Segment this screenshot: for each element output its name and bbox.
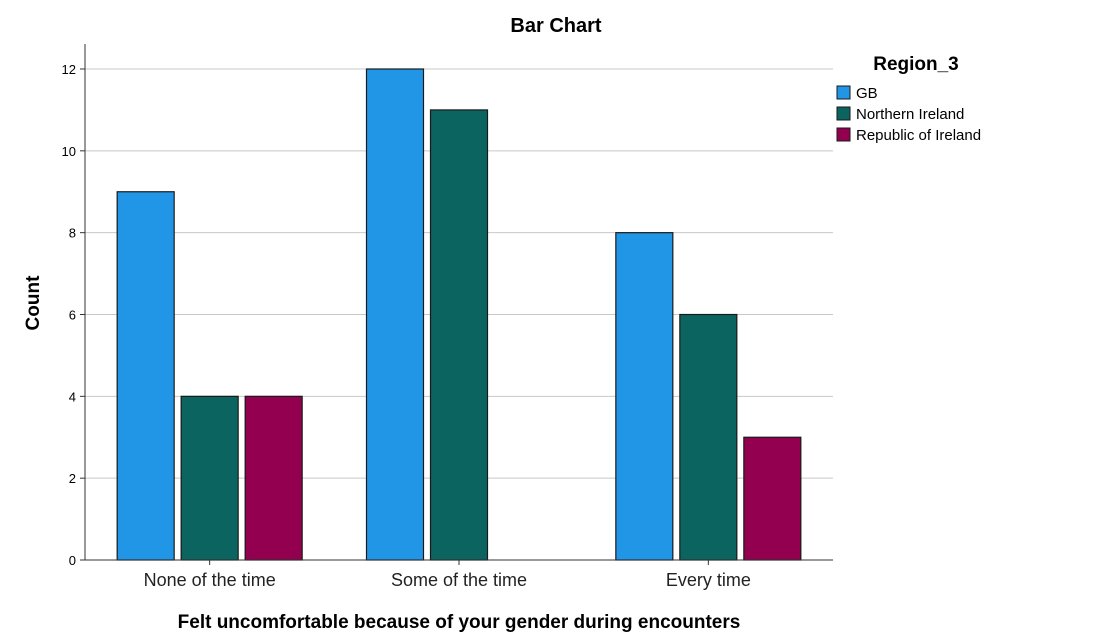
chart-title: Bar Chart — [510, 15, 601, 37]
y-tick-labels: 0 2 4 6 8 10 12 — [62, 62, 85, 568]
y-tick-label: 12 — [62, 62, 76, 77]
bar-gb — [615, 232, 674, 561]
bar-republic-of-ireland — [743, 436, 802, 561]
y-tick-label: 0 — [69, 553, 76, 568]
legend-label: Republic of Ireland — [856, 127, 981, 144]
legend-swatch — [836, 127, 851, 142]
legend-swatch — [836, 85, 851, 100]
legend-label: GB — [856, 85, 878, 102]
legend-label: Northern Ireland — [856, 106, 964, 123]
bar-northern-ireland — [180, 395, 239, 561]
bar-gb — [365, 68, 425, 561]
x-axis-label: Felt uncomfortable because of your gende… — [178, 612, 741, 633]
y-tick-label: 6 — [69, 308, 76, 323]
y-axis-label: Count — [23, 275, 44, 331]
y-tick-label: 4 — [69, 389, 76, 404]
bar-gb — [116, 191, 175, 561]
bars — [116, 68, 802, 561]
x-tick-label: None of the time — [144, 570, 276, 590]
x-tick-label: Some of the time — [391, 570, 527, 590]
x-tick-labels: None of the time Some of the time Every ti… — [144, 560, 751, 590]
y-tick-label: 8 — [69, 226, 76, 241]
legend-title: Region_3 — [873, 54, 959, 75]
bar-republic-of-ireland — [244, 395, 303, 561]
bar-northern-ireland — [679, 313, 738, 561]
bar-northern-ireland — [429, 109, 489, 561]
y-tick-label: 2 — [69, 471, 76, 486]
x-tick-label: Every time — [666, 570, 751, 590]
y-tick-label: 10 — [62, 144, 76, 159]
legend-swatch — [836, 106, 851, 121]
legend: Region_3 GB Northern Ireland Republic of I… — [836, 54, 981, 144]
